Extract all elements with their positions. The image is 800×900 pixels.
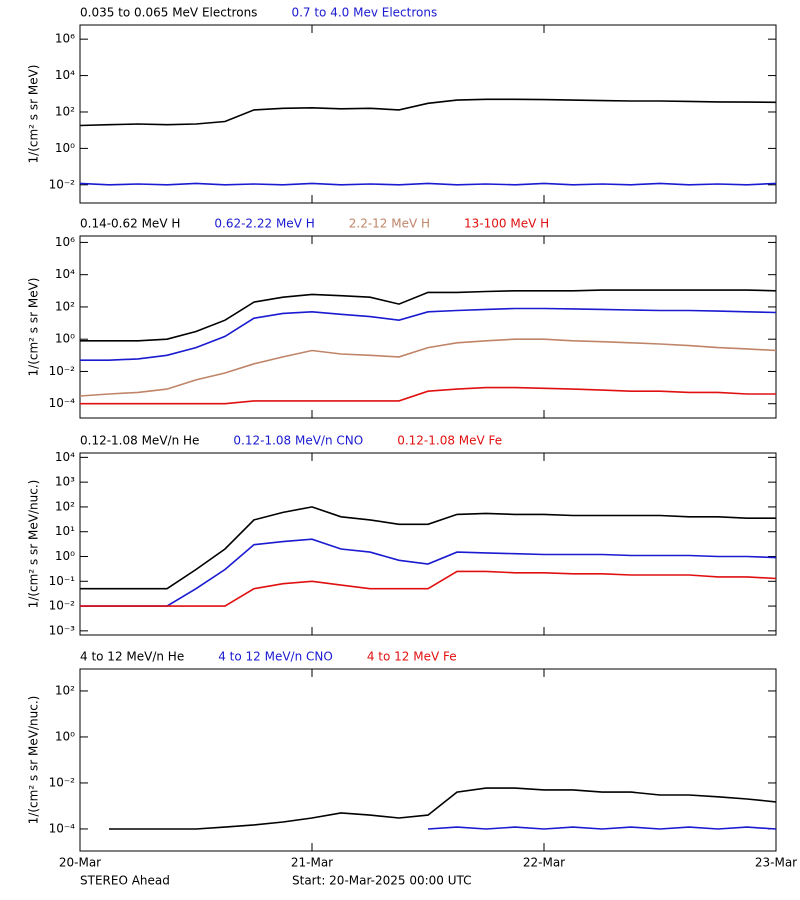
- plot-frame: [79, 668, 777, 852]
- legend-entry: 0.12-1.08 MeV Fe: [397, 434, 502, 448]
- x-tick-label: 22-Mar: [523, 856, 565, 870]
- y-axis-label: 1/(cm² s sr MeV): [27, 278, 41, 377]
- y-tick-label: 10⁰: [55, 729, 75, 743]
- y-tick-label: 10⁻¹: [49, 574, 76, 588]
- series-line: [427, 826, 777, 830]
- legend-entry: 0.12-1.08 MeV/n CNO: [233, 434, 363, 448]
- y-tick-label: 10⁻³: [49, 623, 76, 637]
- legend-entry: 4 to 12 MeV/n He: [80, 650, 184, 664]
- y-axis-label: 1/(cm² s sr MeV/nuc.): [27, 480, 41, 609]
- legend-entry: 0.12-1.08 MeV/n He: [80, 434, 199, 448]
- series-line: [80, 570, 777, 607]
- series-line: [109, 787, 777, 830]
- y-tick-label: 10⁻²: [49, 775, 76, 789]
- series-line: [79, 182, 777, 186]
- y-tick-label: 10⁶: [55, 32, 75, 46]
- footer-left: STEREO Ahead: [80, 874, 170, 888]
- y-tick-label: 10⁴: [55, 450, 75, 464]
- series-line: [80, 289, 777, 342]
- y-tick-label: 10³: [55, 475, 75, 489]
- legend-entry: 0.62-2.22 MeV H: [214, 217, 314, 231]
- y-tick-label: 10⁰: [55, 549, 75, 563]
- plot-frame: [79, 452, 777, 636]
- y-axis-label: 1/(cm² s sr MeV/nuc.): [27, 696, 41, 825]
- series-line: [79, 98, 777, 127]
- y-tick-label: 10⁻²: [49, 599, 76, 613]
- legend-entry: 0.14-0.62 MeV H: [80, 217, 180, 231]
- y-tick-label: 10²: [55, 299, 75, 313]
- y-tick-label: 10⁶: [55, 235, 75, 249]
- series-line: [80, 538, 777, 607]
- y-tick-label: 10⁻²: [49, 364, 76, 378]
- legend-entry: 0.7 to 4.0 Mev Electrons: [291, 6, 437, 20]
- legend-entry: 2.2-12 MeV H: [349, 217, 430, 231]
- series-line: [80, 307, 777, 361]
- plot-frame: [79, 24, 777, 204]
- y-tick-label: 10²: [55, 499, 75, 513]
- y-tick-label: 10¹: [55, 524, 75, 538]
- y-tick-label: 10⁻⁴: [49, 821, 76, 835]
- y-tick-label: 10²: [55, 104, 75, 118]
- y-tick-label: 10⁻²: [49, 177, 76, 191]
- legend-entry: 4 to 12 MeV/n CNO: [218, 650, 333, 664]
- y-tick-label: 10⁰: [55, 141, 75, 155]
- x-tick-label: 20-Mar: [59, 856, 101, 870]
- y-tick-label: 10²: [55, 683, 75, 697]
- y-axis-label: 1/(cm² s sr MeV): [27, 65, 41, 164]
- y-tick-label: 10⁻⁴: [49, 396, 76, 410]
- legend-entry: 13-100 MeV H: [464, 217, 549, 231]
- x-tick-label: 23-Mar: [755, 856, 797, 870]
- plot-frame: [79, 235, 777, 419]
- y-tick-label: 10⁴: [55, 68, 75, 82]
- legend-entry: 4 to 12 MeV Fe: [367, 650, 457, 664]
- series-line: [80, 506, 776, 590]
- x-tick-label: 21-Mar: [291, 856, 333, 870]
- series-line: [79, 338, 777, 397]
- footer-center: Start: 20-Mar-2025 00:00 UTC: [292, 874, 472, 888]
- y-tick-label: 10⁰: [55, 332, 75, 346]
- y-tick-label: 10⁴: [55, 267, 75, 281]
- legend-entry: 0.035 to 0.065 MeV Electrons: [80, 6, 257, 20]
- series-line: [80, 386, 776, 405]
